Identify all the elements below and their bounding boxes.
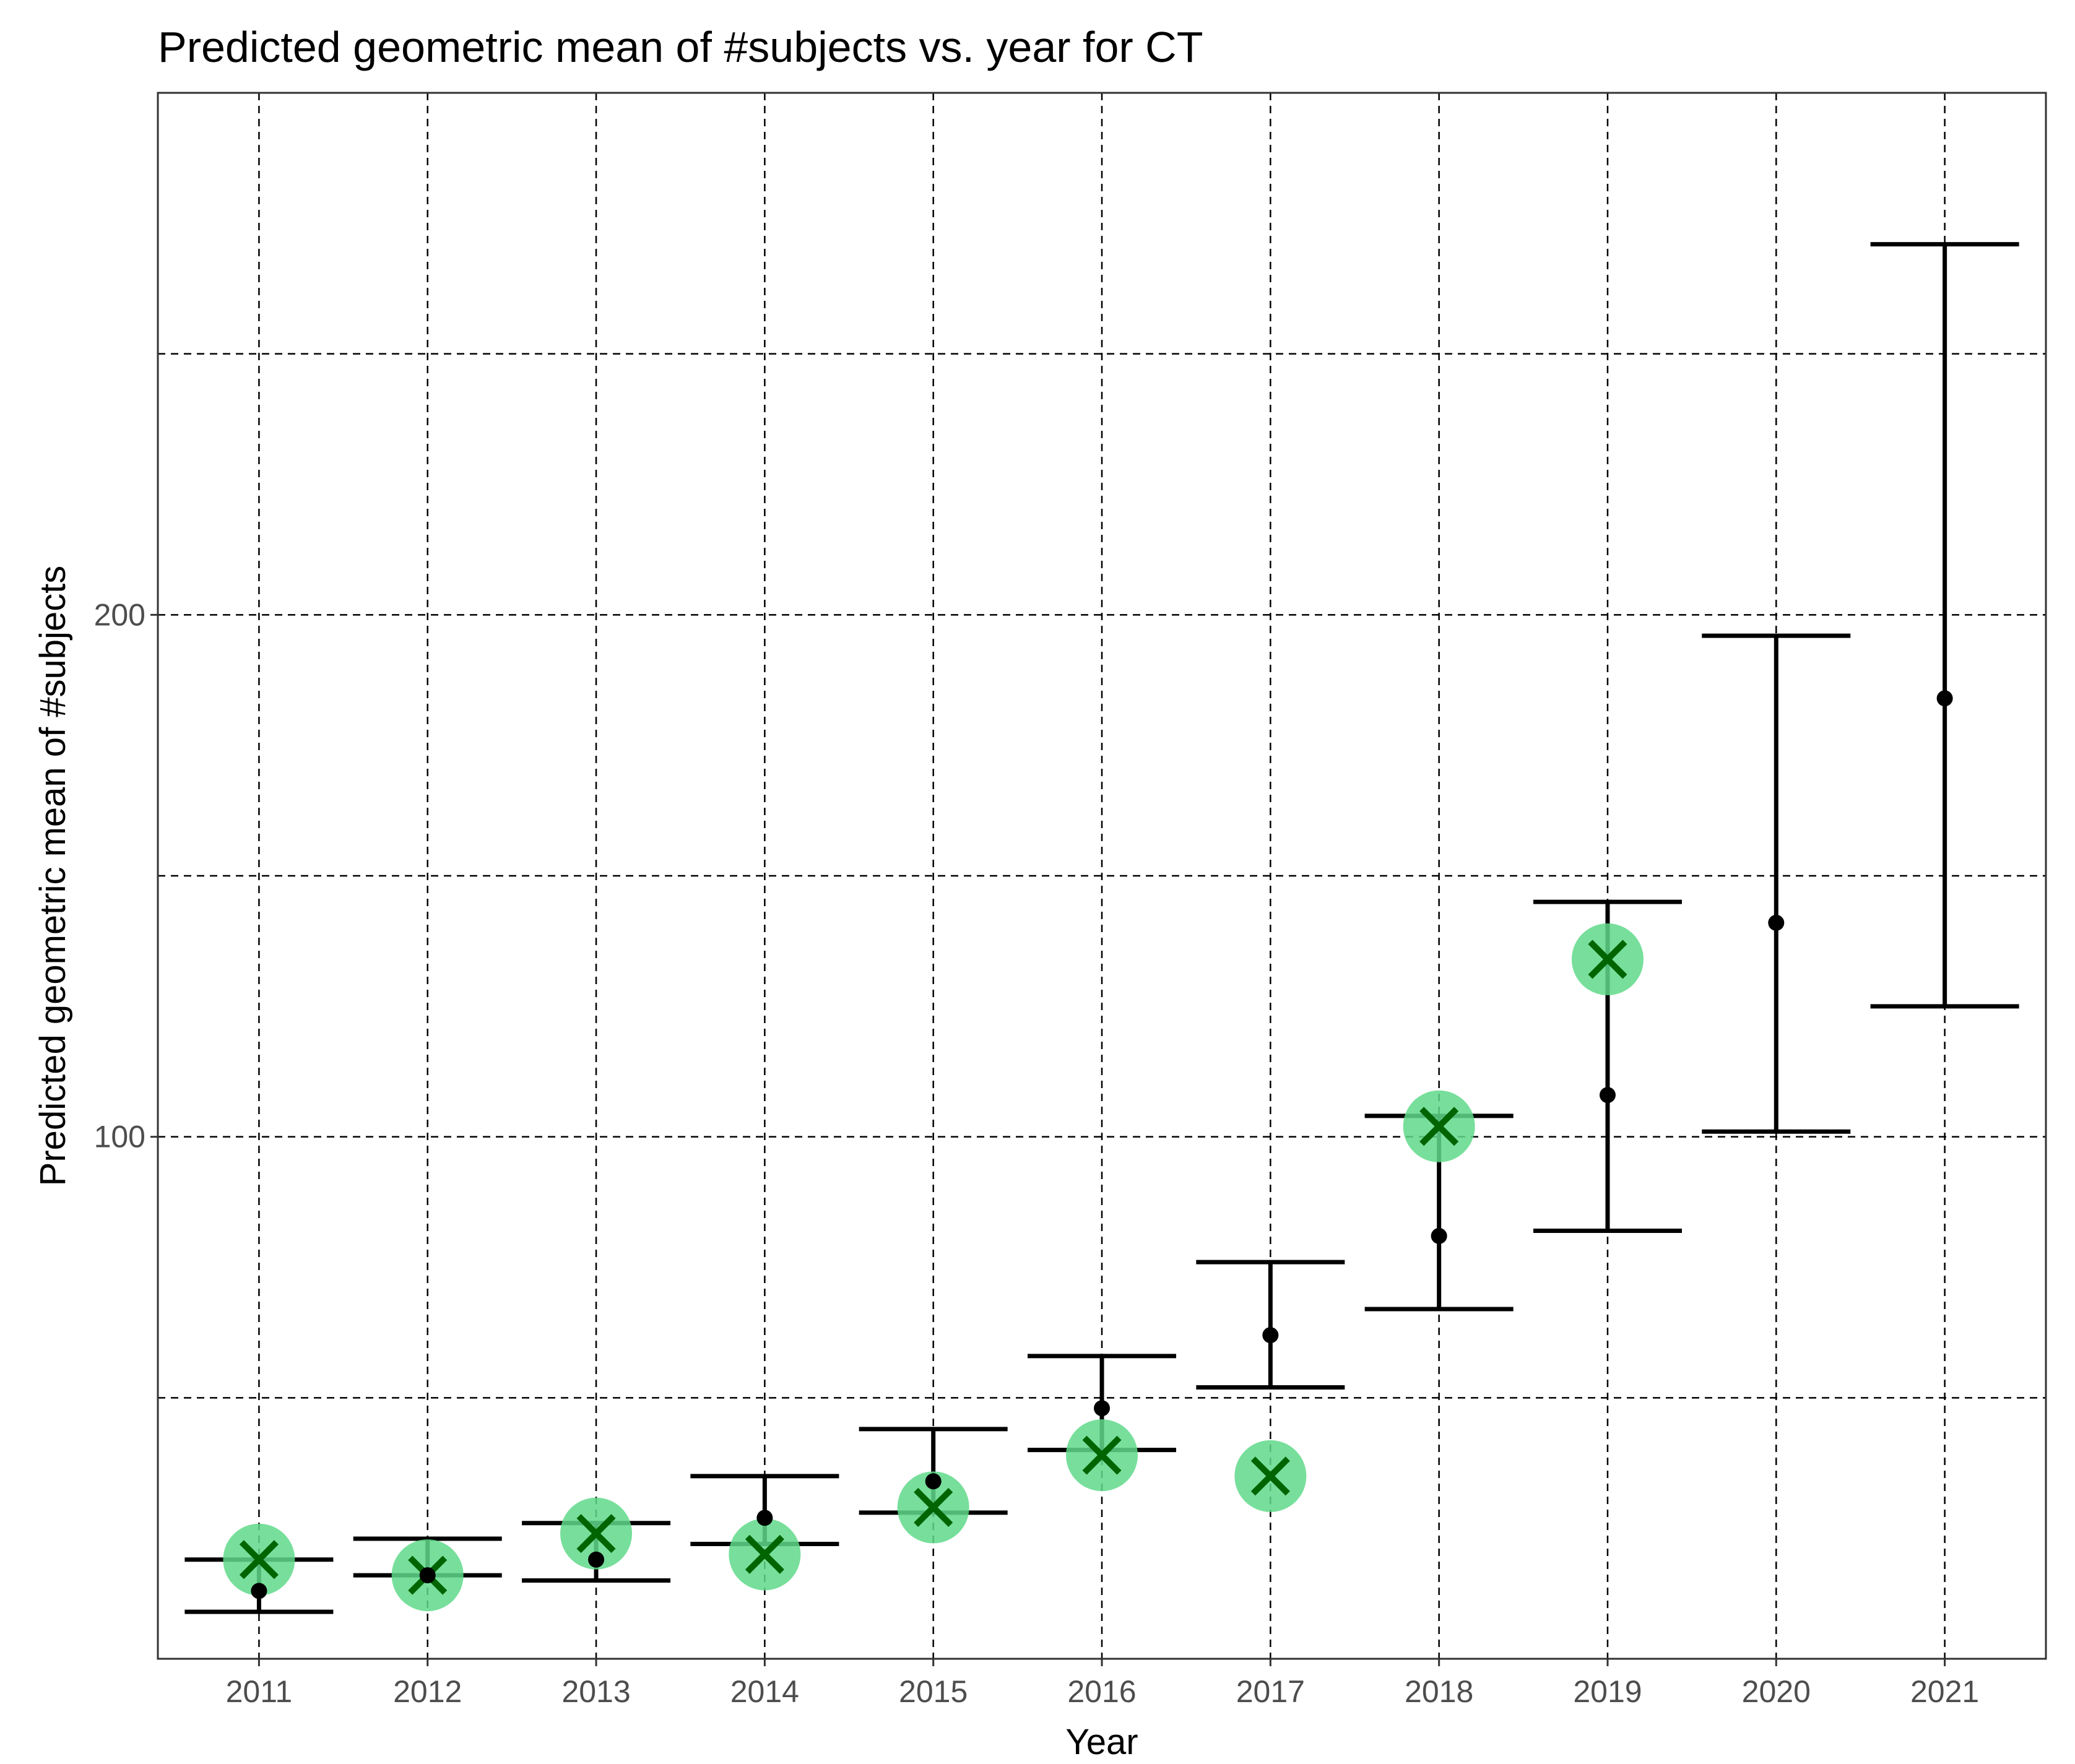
x-tick-label: 2013	[561, 1674, 630, 1709]
x-tick-label: 2021	[1910, 1674, 1979, 1709]
predicted-point	[1768, 914, 1785, 931]
chart-title: Predicted geometric mean of #subjects vs…	[158, 23, 1203, 71]
x-tick-label: 2012	[393, 1674, 462, 1709]
x-tick-label: 2011	[226, 1674, 293, 1709]
x-axis-ticks: 2011 2012 2013 2014 2015 2016 2017 2018 2019 2020…	[226, 1659, 1979, 1709]
observed-x-mark	[1250, 1456, 1290, 1496]
y-tick-label: 100	[94, 1120, 145, 1154]
observed-x-mark	[576, 1514, 616, 1554]
observed-x-mark	[914, 1487, 953, 1527]
x-tick-label: 2017	[1236, 1674, 1305, 1709]
x-tick-label: 2020	[1742, 1674, 1811, 1709]
predicted-point	[419, 1567, 436, 1584]
y-axis-ticks: 100 200	[94, 597, 158, 1154]
observed-x-mark	[745, 1534, 784, 1574]
predicted-point	[1431, 1227, 1447, 1244]
predicted-points	[251, 690, 1953, 1599]
y-gridlines	[158, 353, 2046, 1399]
predicted-point	[1262, 1327, 1279, 1344]
x-tick-label: 2014	[730, 1674, 799, 1709]
predicted-point	[756, 1510, 773, 1526]
x-tick-label: 2016	[1067, 1674, 1136, 1709]
x-tick-label: 2015	[899, 1674, 968, 1709]
observed-x-mark	[239, 1540, 279, 1580]
x-tick-label: 2019	[1573, 1674, 1642, 1709]
y-axis-title: Predicted geometric mean of #subjects	[33, 566, 73, 1187]
predicted-point	[1599, 1087, 1616, 1104]
x-axis-title: Year	[1065, 1722, 1138, 1762]
predicted-point	[251, 1583, 267, 1599]
predicted-point	[1936, 690, 1953, 707]
observed-x-mark	[1419, 1107, 1459, 1146]
predicted-point	[588, 1551, 605, 1568]
x-tick-label: 2018	[1405, 1674, 1473, 1709]
predicted-point	[925, 1473, 942, 1490]
observed-markers	[223, 923, 1644, 1612]
y-tick-label: 200	[94, 597, 145, 632]
observed-x-mark	[1588, 940, 1627, 979]
predicted-point	[1094, 1400, 1110, 1417]
observed-x-mark	[1082, 1435, 1122, 1475]
